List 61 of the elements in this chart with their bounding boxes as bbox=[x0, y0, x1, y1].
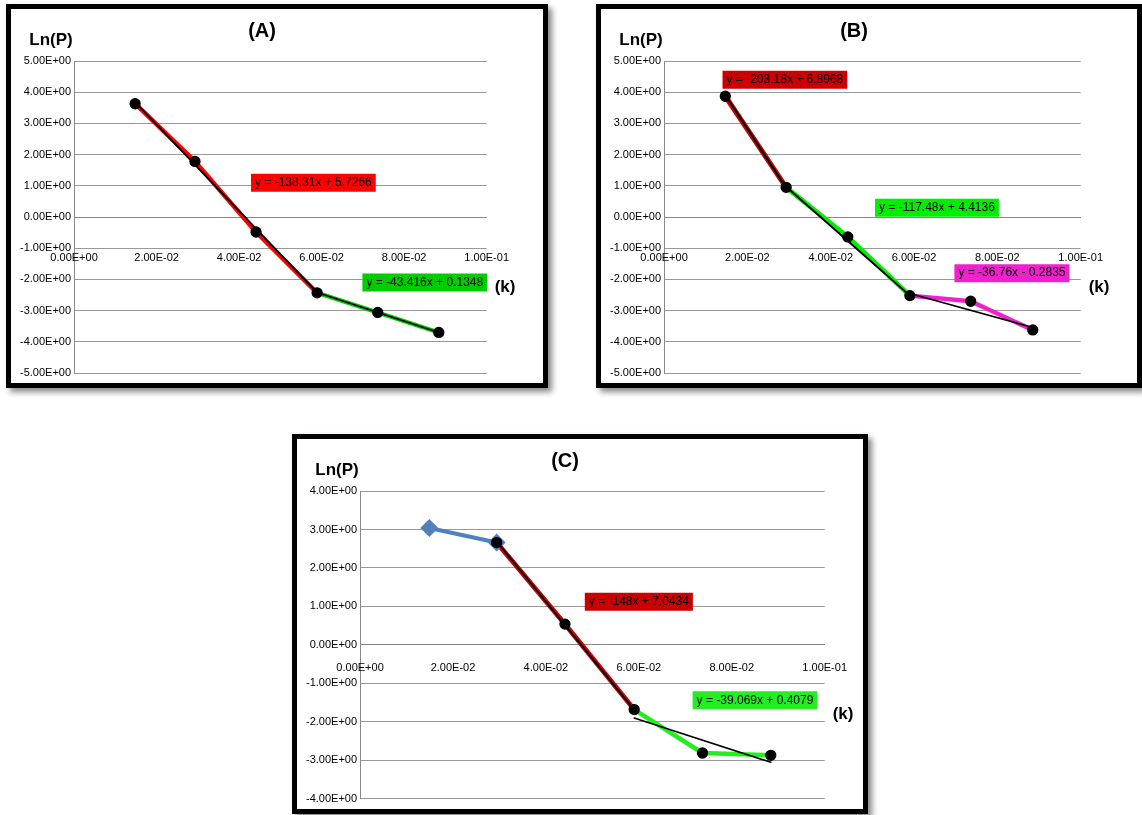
y-tick-label: 2.00E+00 bbox=[309, 560, 358, 573]
x-axis-title: (k) bbox=[1088, 276, 1110, 296]
y-tick-label: -4.00E+00 bbox=[19, 334, 72, 347]
y-tick-label: 4.00E+00 bbox=[613, 85, 662, 98]
y-tick-label: 3.00E+00 bbox=[23, 116, 72, 129]
y-tick-label: 2.00E+00 bbox=[23, 147, 72, 160]
x-tick-label: 1.00E-01 bbox=[1058, 250, 1104, 263]
annotation: y = -39.069x + 0.4079 bbox=[696, 692, 814, 707]
x-tick-label: 4.00E-02 bbox=[808, 250, 854, 263]
y-tick-label: -5.00E+00 bbox=[19, 366, 72, 379]
y-tick-label: -5.00E+00 bbox=[609, 366, 662, 379]
y-tick-label: -1.00E+00 bbox=[305, 676, 358, 689]
y-tick-label: -2.00E+00 bbox=[305, 714, 358, 727]
x-tick-label: 1.00E-01 bbox=[802, 660, 848, 673]
y-tick-label: 4.00E+00 bbox=[309, 484, 358, 497]
y-tick-label: 5.00E+00 bbox=[613, 54, 662, 67]
x-axis-title: (k) bbox=[494, 276, 516, 296]
x-tick-label: 4.00E-02 bbox=[216, 250, 262, 263]
annotation: y = -43.416x + 0.1348 bbox=[366, 274, 484, 289]
y-tick-label: 3.00E+00 bbox=[613, 116, 662, 129]
y-tick-label: 5.00E+00 bbox=[23, 54, 72, 67]
y-tick-label: 1.00E+00 bbox=[309, 599, 358, 612]
x-tick-label: 8.00E-02 bbox=[709, 660, 755, 673]
x-tick-label: 2.00E-02 bbox=[430, 660, 476, 673]
chart-title: (A) bbox=[248, 18, 276, 41]
y-tick-label: 0.00E+00 bbox=[613, 210, 662, 223]
x-tick-label: 6.00E-02 bbox=[616, 660, 662, 673]
y-tick-label: 1.00E+00 bbox=[613, 178, 662, 191]
x-tick-label: 2.00E-02 bbox=[725, 250, 770, 263]
y-tick-label: -2.00E+00 bbox=[19, 272, 72, 285]
y-tick-label: 4.00E+00 bbox=[23, 85, 72, 98]
y-tick-label: -3.00E+00 bbox=[19, 303, 72, 316]
x-tick-label: 4.00E-02 bbox=[523, 660, 569, 673]
annotation: y = -148x + 7.0434 bbox=[588, 594, 690, 609]
y-tick-label: 2.00E+00 bbox=[613, 147, 662, 160]
chart-title: (C) bbox=[551, 448, 579, 471]
y-tick-label: 0.00E+00 bbox=[309, 637, 358, 650]
y-tick-label: -4.00E+00 bbox=[305, 791, 358, 804]
y-tick-label: -3.00E+00 bbox=[609, 303, 662, 316]
y-axis-title: Ln(P) bbox=[619, 30, 663, 50]
y-tick-label: 0.00E+00 bbox=[23, 210, 72, 223]
x-tick-label: 8.00E-02 bbox=[975, 250, 1020, 263]
y-tick-label: 1.00E+00 bbox=[23, 178, 72, 191]
annotation: y = -36.76x - 0.2835 bbox=[958, 265, 1066, 280]
x-tick-label: 0.00E+00 bbox=[336, 660, 384, 673]
y-tick-label: -4.00E+00 bbox=[609, 334, 662, 347]
y-tick-label: 3.00E+00 bbox=[309, 522, 358, 535]
y-axis-title: Ln(P) bbox=[315, 460, 359, 480]
x-tick-label: 1.00E-01 bbox=[464, 250, 510, 263]
x-tick-label: 2.00E-02 bbox=[134, 250, 179, 263]
annotation: y = -138.31x + 5.7266 bbox=[255, 174, 373, 189]
y-tick-label: -3.00E+00 bbox=[305, 753, 358, 766]
x-axis-title: (k) bbox=[832, 703, 854, 723]
annotation: y = -203.18x + 6.8968 bbox=[726, 72, 844, 87]
y-axis-title: Ln(P) bbox=[29, 30, 73, 50]
x-tick-label: 6.00E-02 bbox=[299, 250, 344, 263]
annotation: y = -117.48x + 4.4136 bbox=[879, 199, 996, 214]
y-tick-label: -2.00E+00 bbox=[609, 272, 662, 285]
chart-title: (B) bbox=[840, 18, 868, 41]
x-tick-label: 8.00E-02 bbox=[381, 250, 427, 263]
x-tick-label: 6.00E-02 bbox=[891, 250, 937, 263]
